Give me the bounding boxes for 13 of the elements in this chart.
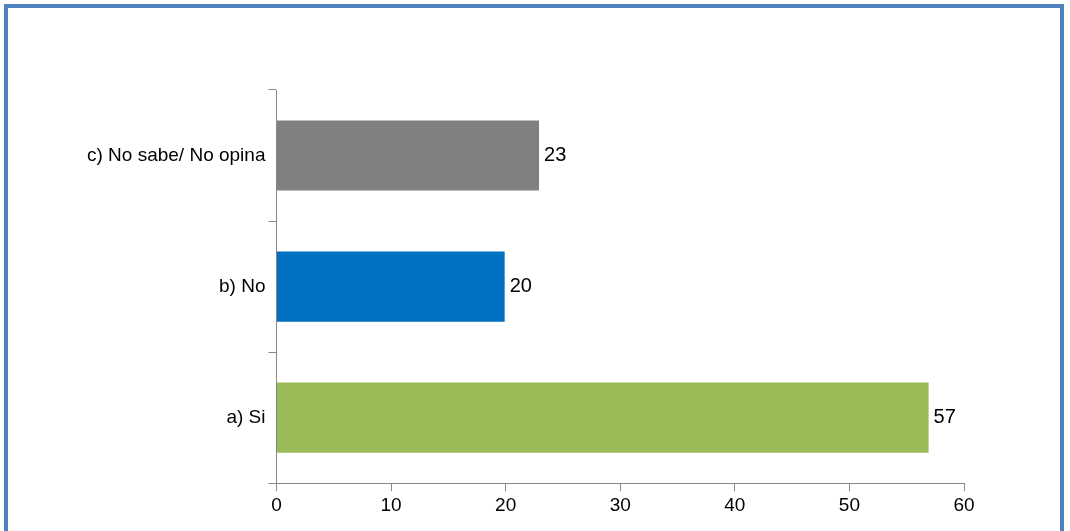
data-label: 20 bbox=[509, 274, 532, 297]
data-label: 57 bbox=[933, 405, 956, 428]
data-label: 23 bbox=[544, 143, 567, 166]
y-tick-label: b) No bbox=[219, 274, 266, 296]
y-tick-label: c) No sabe/ No opina bbox=[86, 143, 266, 165]
x-tick-label: 60 bbox=[953, 493, 975, 515]
x-tick-label: 50 bbox=[838, 493, 860, 515]
x-tick-label: 20 bbox=[495, 493, 517, 515]
x-tick-label: 40 bbox=[724, 493, 746, 515]
y-tick-label: a) Si bbox=[226, 405, 266, 427]
x-tick-label: 10 bbox=[380, 493, 402, 515]
x-tick-label: 30 bbox=[609, 493, 631, 515]
x-tick-label: 0 bbox=[271, 493, 282, 515]
